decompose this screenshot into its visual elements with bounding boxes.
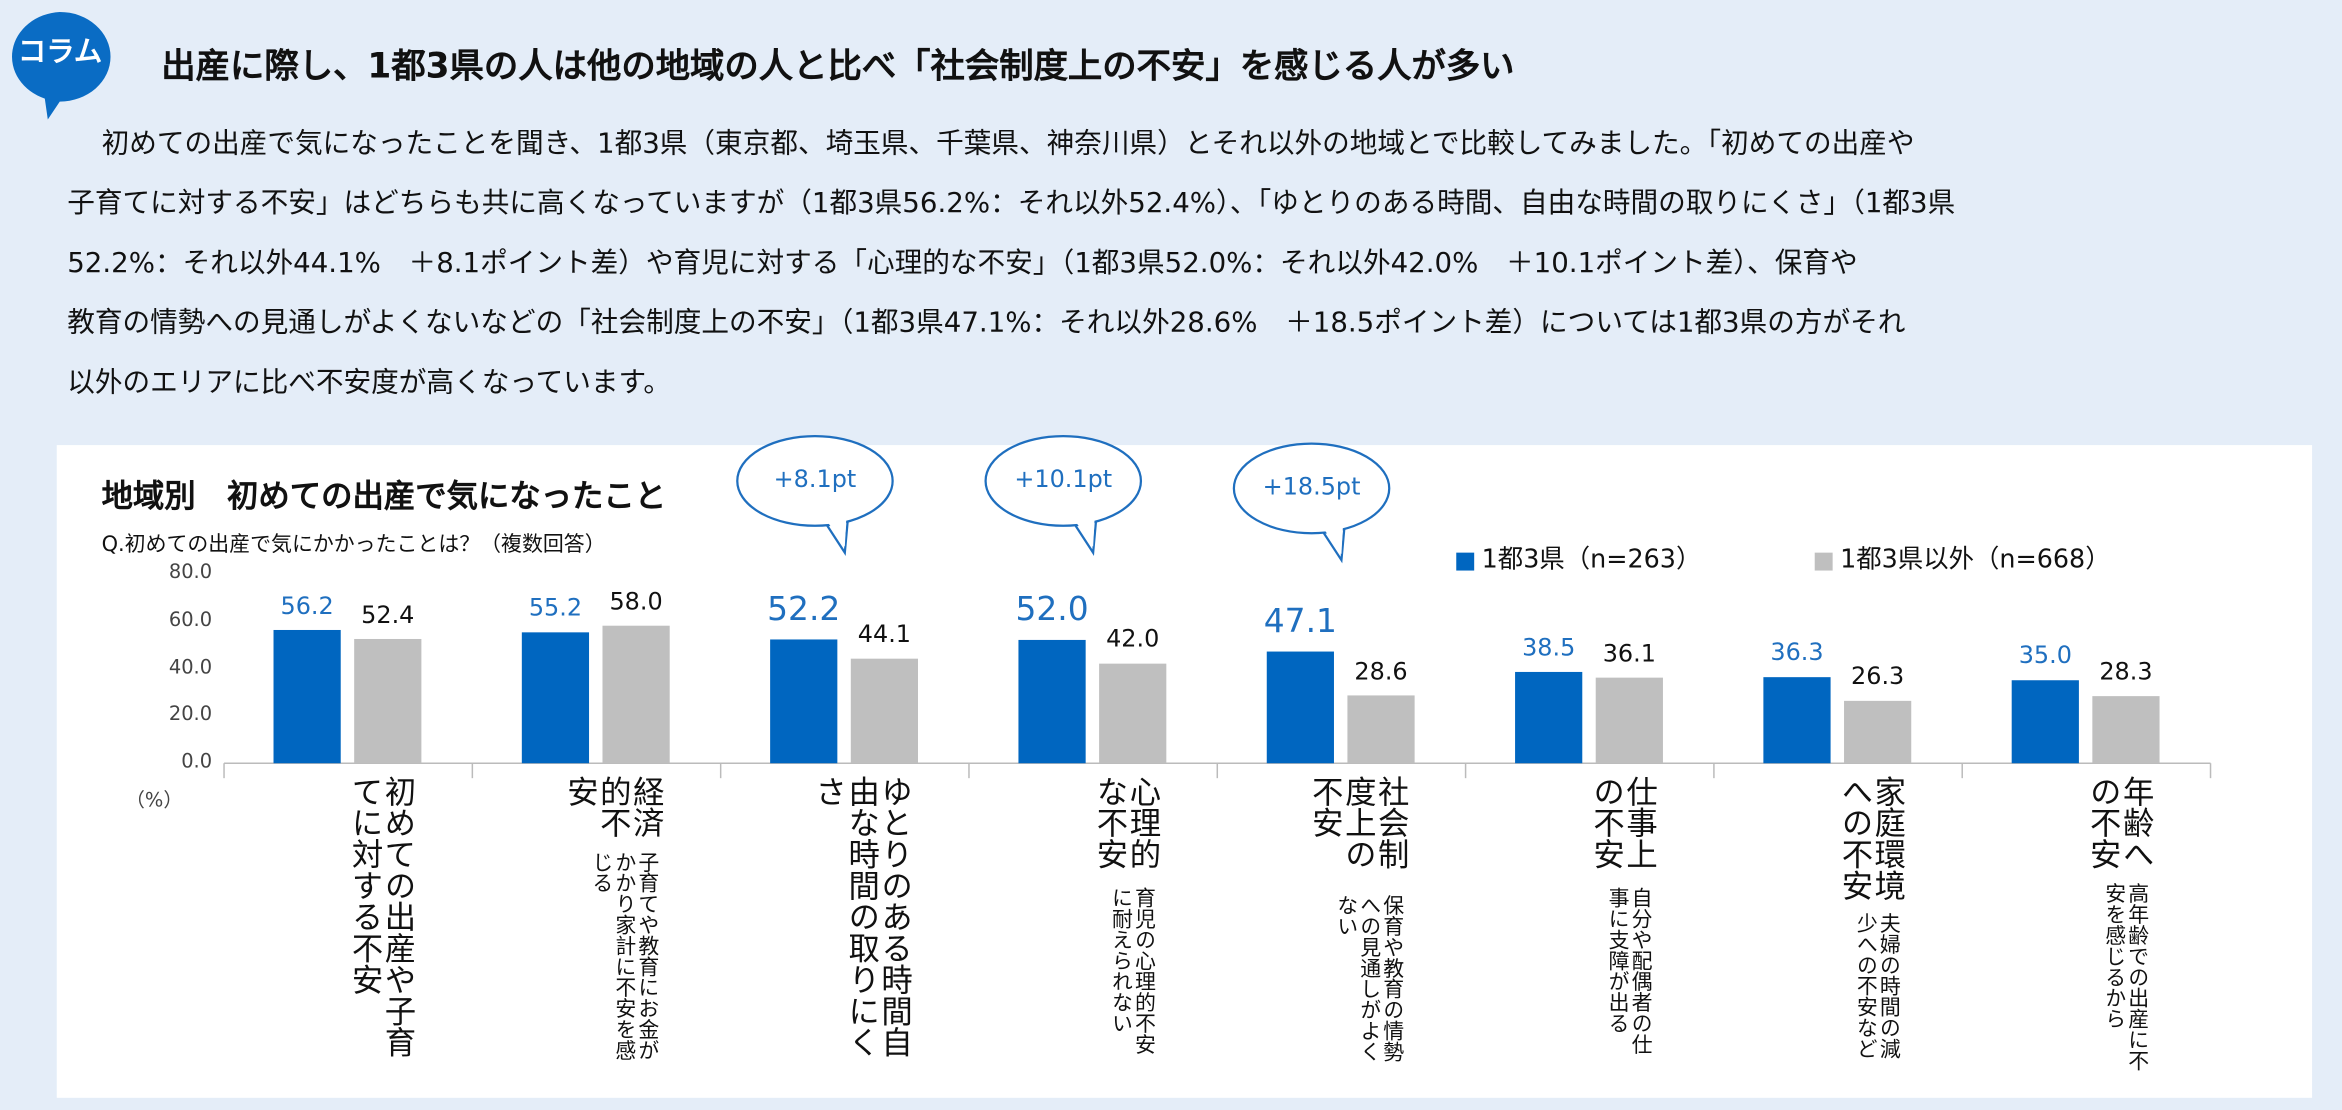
annotation: +8.1pt — [773, 464, 857, 493]
value-label: 55.2 — [528, 593, 583, 622]
category-note: 子育てや教育にお金がかかり家計に不安を感じる — [589, 851, 660, 1061]
value-label: 36.3 — [1770, 638, 1824, 667]
value-label: 44.1 — [857, 619, 912, 649]
value-label: 36.1 — [1602, 638, 1656, 668]
bar — [273, 629, 341, 764]
category-main: 家庭環境への不安 — [1837, 775, 1907, 901]
bar — [1595, 677, 1663, 764]
y-tick-label: 20.0 — [168, 703, 213, 727]
category-label: 経済的不安子育てや教育にお金がかかり家計に不安を感じる — [563, 775, 666, 1074]
value-label: 52.4 — [361, 600, 415, 629]
value-label: 52.0 — [1015, 592, 1089, 630]
category-label: ゆとりのある時間自由な時間の取りにくさ — [811, 775, 914, 1074]
category-main: 初めての出産や子育てに対する不安 — [348, 775, 417, 1058]
value-label: 47.1 — [1263, 603, 1337, 642]
chart-panel — [56, 445, 2313, 1098]
legend-swatch — [1456, 552, 1475, 571]
callout — [984, 435, 1143, 527]
category-note: 自分や配偶者の仕事に支障が出る — [1605, 887, 1653, 1055]
value-label: 56.2 — [280, 591, 334, 620]
bar — [1018, 639, 1086, 764]
callout-tail-cover — [823, 516, 847, 547]
value-label: 35.0 — [2018, 641, 2072, 670]
bar — [1515, 671, 1583, 764]
paragraph-line: 以外のエリアに比べ不安度が高くなっています。 — [67, 367, 671, 399]
annotation: +18.5pt — [1262, 471, 1361, 501]
chart-subtitle: Q.初めての出産で気にかかったことは？（複数回答） — [101, 533, 606, 558]
category-main: 経済的不安 — [563, 775, 666, 838]
value-label: 28.6 — [1354, 656, 1408, 685]
category-main: 心理的な不安 — [1093, 775, 1162, 870]
y-tick-label: 60.0 — [168, 609, 213, 632]
category-main: ゆとりのある時間自由な時間の取りにくさ — [811, 775, 914, 1058]
bar — [1266, 651, 1334, 764]
callout-tail-cover — [1072, 516, 1095, 547]
category-main: 仕事上の不安 — [1589, 775, 1659, 870]
category-label: 心理的な不安育児の心理的不安に耐えられない — [1093, 775, 1162, 1074]
paragraph-line: 教育の情勢への見通しがよくないなどの「社会制度上の不安」（1都3県47.1%：そ… — [67, 307, 1906, 340]
chart-title: 地域別 初めての出産で気になったこと — [101, 477, 667, 514]
bar — [602, 625, 670, 764]
legend-label: 1都3県以外（n=668） — [1840, 545, 2111, 576]
bar — [1347, 695, 1415, 764]
unit-label: （%） — [125, 790, 183, 813]
category-note: 保育や教育の情勢への見通しがよくない — [1334, 894, 1405, 1062]
y-tick-label: 0.0 — [181, 751, 213, 774]
legend-label: 1都3県（n=263） — [1481, 545, 1702, 576]
bar — [1763, 677, 1831, 764]
category-main: 社会制度上の不安 — [1308, 775, 1411, 870]
category-note: 高年齢での出産に不安を感じるから — [2102, 882, 2150, 1071]
value-label: 52.2 — [767, 591, 841, 629]
paragraph-line: 子育てに対する不安」はどちらも共に高くなっていますが（1都3県56.2%：それ以… — [67, 188, 1956, 220]
value-label: 28.3 — [2099, 657, 2153, 686]
category-label: 家庭環境への不安夫婦の時間の減少への不安など — [1837, 775, 1907, 1074]
value-label: 26.3 — [1851, 662, 1905, 691]
category-main: 年齢への不安 — [2086, 775, 2156, 870]
bar — [2011, 680, 2079, 764]
bar — [354, 638, 422, 764]
category-note: 夫婦の時間の減少への不安など — [1853, 913, 1901, 1060]
legend-swatch — [1814, 552, 1833, 571]
bar — [1099, 663, 1167, 764]
callout — [1232, 442, 1391, 535]
category-label: 仕事上の不安自分や配偶者の仕事に支障が出る — [1589, 775, 1659, 1074]
callout-tail-cover — [1320, 524, 1343, 555]
value-label: 38.5 — [1522, 633, 1576, 662]
category-label: 初めての出産や子育てに対する不安 — [348, 775, 417, 1074]
value-label: 58.0 — [609, 586, 663, 616]
bar — [850, 658, 919, 764]
category-note: 育児の心理的不安に耐えられない — [1108, 887, 1156, 1055]
bar — [1844, 700, 1912, 764]
annotation: +10.1pt — [1014, 464, 1113, 493]
paragraph-line: 初めての出産で気になったことを聞き、1都3県（東京都、埼玉県、千葉県、神奈川県）… — [101, 128, 1915, 160]
bar — [2092, 696, 2160, 764]
y-tick-label: 80.0 — [168, 561, 213, 584]
bar — [521, 632, 590, 764]
badge: コラム — [17, 35, 103, 69]
category-label: 社会制度上の不安保育や教育の情勢への見通しがよくない — [1308, 775, 1411, 1074]
paragraph-line: 52.2%：それ以外44.1% ＋8.1ポイント差）や育児に対する「心理的な不安… — [67, 247, 1858, 280]
callout — [736, 435, 894, 527]
value-label: 42.0 — [1106, 624, 1160, 654]
bar — [770, 639, 838, 764]
badge-bubble — [12, 11, 111, 120]
category-label: 年齢への不安高年齢での出産に不安を感じるから — [2086, 775, 2156, 1074]
y-tick-label: 40.0 — [168, 656, 213, 679]
title: 出産に際し、1都3県の人は他の地域の人と比べ「社会制度上の不安」を感じる人が多い — [161, 47, 1515, 87]
